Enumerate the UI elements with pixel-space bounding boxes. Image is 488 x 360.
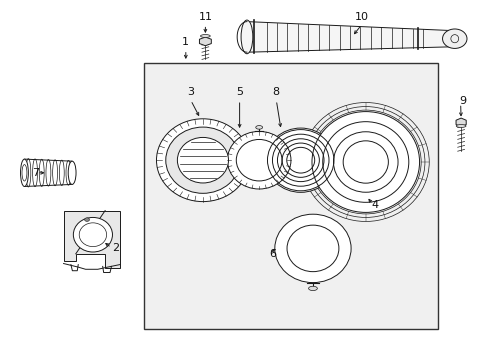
- Ellipse shape: [165, 127, 240, 193]
- Text: 8: 8: [272, 87, 279, 97]
- Ellipse shape: [68, 161, 76, 184]
- Ellipse shape: [274, 214, 350, 283]
- Polygon shape: [246, 22, 451, 52]
- Ellipse shape: [200, 35, 210, 37]
- Ellipse shape: [265, 128, 335, 192]
- Ellipse shape: [227, 131, 290, 189]
- Ellipse shape: [156, 119, 249, 202]
- Ellipse shape: [255, 126, 262, 129]
- Ellipse shape: [241, 20, 252, 54]
- Polygon shape: [24, 159, 72, 186]
- Ellipse shape: [308, 286, 317, 291]
- Text: 6: 6: [268, 249, 275, 259]
- Ellipse shape: [20, 159, 28, 186]
- Bar: [144, 63, 437, 329]
- Ellipse shape: [311, 112, 419, 212]
- Text: 2: 2: [112, 243, 120, 253]
- Ellipse shape: [177, 138, 228, 183]
- Polygon shape: [63, 211, 120, 268]
- Text: 5: 5: [236, 87, 243, 97]
- Ellipse shape: [442, 29, 466, 49]
- Ellipse shape: [84, 218, 89, 221]
- Text: 10: 10: [354, 12, 368, 22]
- Text: 3: 3: [187, 87, 194, 97]
- Ellipse shape: [455, 125, 465, 127]
- Polygon shape: [199, 37, 211, 46]
- Text: 7: 7: [32, 168, 39, 178]
- Polygon shape: [455, 118, 465, 127]
- Text: 11: 11: [198, 12, 212, 22]
- Text: 1: 1: [182, 37, 189, 47]
- Ellipse shape: [73, 217, 112, 252]
- Text: 9: 9: [459, 96, 466, 106]
- Text: 4: 4: [371, 200, 378, 210]
